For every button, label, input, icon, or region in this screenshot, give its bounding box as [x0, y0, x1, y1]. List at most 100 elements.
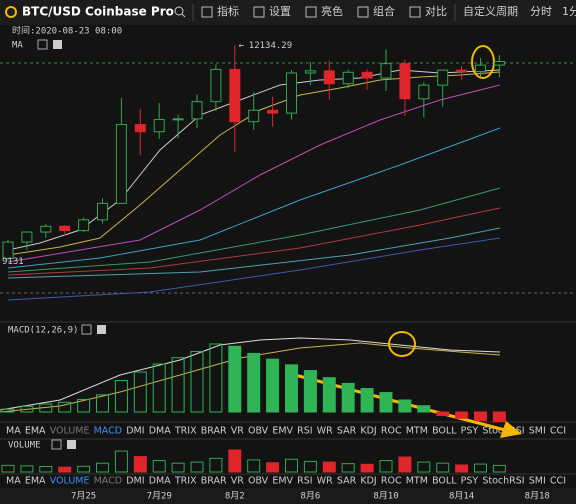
- indicator-tab[interactable]: VR: [231, 476, 244, 487]
- x-label: 8月2: [225, 491, 245, 502]
- menu-item[interactable]: 设置: [269, 5, 291, 18]
- indicator-tab[interactable]: BOLL: [432, 476, 457, 487]
- macd-bar: [436, 411, 450, 416]
- volume-bar: [379, 460, 393, 473]
- indicator-tab[interactable]: ROC: [381, 476, 402, 487]
- close-icon[interactable]: [53, 40, 62, 49]
- macd-bar: [474, 411, 487, 422]
- indicator-tab[interactable]: MA: [6, 426, 21, 437]
- time-label: 时间:2020-08-23 08:00: [12, 25, 122, 37]
- indicator-tab[interactable]: PSY: [461, 426, 479, 437]
- indicator-tab[interactable]: MTM: [406, 476, 428, 487]
- ma10: [7, 71, 501, 256]
- close-icon[interactable]: [97, 325, 106, 334]
- volume-bar: [20, 465, 34, 473]
- menu-item[interactable]: 1分: [562, 5, 576, 18]
- symbol[interactable]: BTC/USD Coinbase Pro: [22, 5, 174, 19]
- close-icon[interactable]: [67, 440, 76, 449]
- menu-item[interactable]: 对比: [425, 4, 447, 18]
- indicator-tab[interactable]: KDJ: [360, 426, 376, 437]
- x-label: 8月10: [373, 491, 398, 502]
- x-axis: [0, 488, 576, 504]
- dif-line: [0, 337, 501, 411]
- macd-bar: [303, 370, 317, 413]
- volume-bar: [228, 449, 242, 473]
- x-label: 7月25: [71, 491, 96, 502]
- indicator-tab[interactable]: MA: [6, 476, 21, 487]
- indicator-tab[interactable]: RSI: [297, 426, 312, 437]
- indicator-tab[interactable]: BRAR: [201, 426, 227, 437]
- indicator-tab[interactable]: VOLUME: [50, 426, 90, 437]
- macd-bar: [77, 398, 91, 413]
- indicator-tab[interactable]: MACD: [94, 476, 122, 487]
- settings-icon[interactable]: [51, 439, 62, 450]
- macd-bar: [417, 405, 431, 413]
- indicator-tab[interactable]: PSY: [461, 476, 479, 487]
- settings-icon[interactable]: [37, 39, 48, 50]
- volume-bar: [77, 465, 91, 473]
- settings-icon[interactable]: [81, 324, 92, 335]
- indicator-tab[interactable]: CCI: [550, 476, 566, 487]
- indicator-tab[interactable]: TRIX: [174, 426, 197, 437]
- indicator-tab[interactable]: DMA: [149, 476, 172, 487]
- indicator-tab[interactable]: DMA: [149, 426, 172, 437]
- candle-body: [475, 64, 486, 73]
- indicator-tab[interactable]: WR: [317, 476, 333, 487]
- volume-bar: [492, 464, 506, 473]
- candle-body: [134, 124, 146, 133]
- macd-bar: [247, 352, 261, 413]
- candle-body: [21, 231, 33, 243]
- indicator-tab[interactable]: MTM: [406, 426, 428, 437]
- indicator-tab[interactable]: MACD: [94, 426, 122, 437]
- macd-bar: [266, 358, 280, 413]
- candle-body: [399, 63, 411, 100]
- ma200: [7, 237, 501, 301]
- symbol-icon: [5, 6, 17, 18]
- macd-bar: [133, 371, 147, 413]
- volume-bar: [39, 466, 53, 473]
- candle-body: [153, 119, 165, 133]
- ma30: [7, 127, 501, 269]
- indicator-tab[interactable]: DMI: [126, 426, 144, 437]
- indicator-tab[interactable]: EMV: [272, 476, 293, 487]
- candle-body: [97, 202, 108, 221]
- indicator-tab[interactable]: SMI: [529, 426, 546, 437]
- candle-body: [323, 70, 335, 85]
- menu-item[interactable]: 亮色: [321, 4, 343, 18]
- menu-item[interactable]: 组合: [373, 4, 395, 18]
- indicator-tab[interactable]: EMV: [272, 426, 293, 437]
- x-label: 7月29: [147, 491, 172, 502]
- indicator-tab[interactable]: SAR: [337, 426, 357, 437]
- indicator-tab[interactable]: RSI: [297, 476, 312, 487]
- macd-bar: [492, 411, 506, 423]
- indicator-tab[interactable]: SMI: [529, 476, 546, 487]
- indicator-tab[interactable]: OBV: [248, 426, 269, 437]
- indicator-tab[interactable]: VOLUME: [50, 476, 90, 487]
- indicator-tab[interactable]: TRIX: [174, 476, 197, 487]
- macd-bar: [96, 394, 109, 413]
- indicator-tab[interactable]: ROC: [381, 426, 402, 437]
- macd-bar: [398, 399, 412, 413]
- volume-bar: [96, 462, 109, 473]
- volume-bar: [436, 462, 450, 473]
- menu-item[interactable]: 指标: [217, 4, 239, 18]
- indicator-tab[interactable]: CCI: [550, 426, 566, 437]
- indicator-tab[interactable]: WR: [317, 426, 333, 437]
- indicator-tab[interactable]: KDJ: [360, 476, 376, 487]
- menu-item[interactable]: 分时: [530, 5, 552, 18]
- search-icon[interactable]: [174, 6, 184, 16]
- indicator-tab[interactable]: StochRSI: [482, 476, 524, 487]
- indicator-tab[interactable]: OBV: [248, 476, 269, 487]
- indicator-tab[interactable]: DMI: [126, 476, 144, 487]
- indicator-tab[interactable]: BOLL: [432, 426, 457, 437]
- volume-bar: [474, 463, 487, 473]
- candle-body: [59, 225, 71, 232]
- indicator-tab[interactable]: BRAR: [201, 476, 227, 487]
- indicator-tab[interactable]: EMA: [25, 426, 46, 437]
- menu-item[interactable]: 自定义周期: [463, 4, 518, 18]
- indicator-tab[interactable]: VR: [231, 426, 244, 437]
- indicator-tab[interactable]: EMA: [25, 476, 46, 487]
- indicator-tab[interactable]: SAR: [337, 476, 357, 487]
- volume-bar: [285, 458, 298, 473]
